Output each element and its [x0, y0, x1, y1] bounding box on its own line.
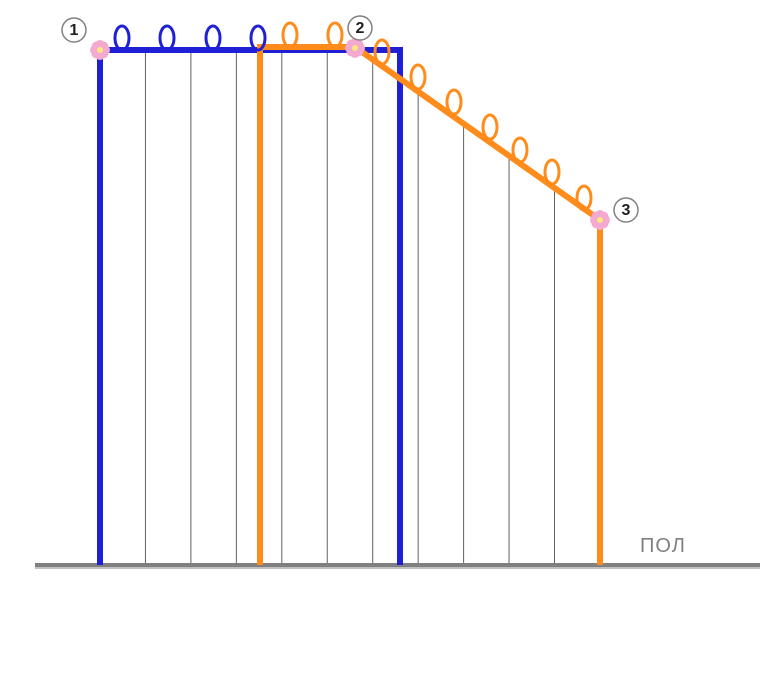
marker-label-2: 2 — [356, 20, 365, 37]
flower-marker — [90, 40, 110, 60]
marker-label-3: 3 — [622, 202, 631, 219]
floor-label: ПОЛ — [640, 535, 686, 557]
flower-marker — [345, 38, 365, 58]
marker-label-1: 1 — [70, 22, 79, 39]
diagram-canvas: ПОЛ 1 2 3 — [0, 0, 774, 688]
flower-marker — [590, 210, 610, 230]
